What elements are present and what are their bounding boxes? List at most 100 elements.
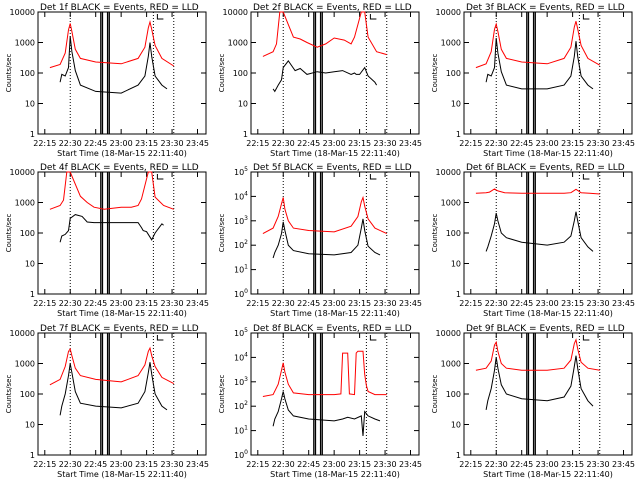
y-axis-label: Counts/sec <box>431 54 439 93</box>
series-line-black <box>272 391 381 437</box>
series-line-black <box>272 218 381 259</box>
chart-title: Det 8f BLACK = Events, RED = LLD <box>253 324 412 334</box>
y-tick-label: 1 <box>30 451 35 460</box>
chart-title: Det 6f BLACK = Events, RED = LLD <box>466 163 625 173</box>
x-tick-label: 23:15 <box>348 139 371 148</box>
series-line-red <box>475 21 601 69</box>
series-line-red <box>262 11 387 57</box>
x-tick-label: 23:30 <box>374 460 397 469</box>
x-tick-label: 23:15 <box>135 460 158 469</box>
y-tick-label: 1000 <box>15 39 35 48</box>
x-tick-label: 23:45 <box>612 460 635 469</box>
y-tick-label: 105 <box>234 166 248 177</box>
x-tick-label: 23:15 <box>348 299 371 308</box>
y-axis-label: Counts/sec <box>5 54 13 93</box>
plot-frame <box>250 11 420 135</box>
x-tick-label: 23:00 <box>110 139 133 148</box>
y-tick-label: 104 <box>234 351 248 362</box>
y-tick-label: 10 <box>25 100 35 109</box>
x-tick-label: 22:15 <box>459 139 482 148</box>
bracket-mark <box>369 14 377 20</box>
chart-panel-4: Det 4f BLACK = Events, RED = LLD 1 10 100 10… <box>5 163 209 318</box>
x-tick-label: 22:45 <box>84 299 107 308</box>
bracket-mark <box>582 14 590 20</box>
y-tick-label: 103 <box>234 215 248 226</box>
y-tick-label: 1000 <box>441 39 461 48</box>
series-line-black <box>485 37 594 90</box>
y-tick-label: 1 <box>30 290 35 299</box>
y-tick-label: 1 <box>456 130 461 139</box>
x-tick-label: 23:45 <box>612 139 635 148</box>
x-axis-label: Start Time (18-Mar-15 22:11:40) <box>483 470 613 479</box>
series-line-red <box>49 171 174 210</box>
y-tick-label: 10000 <box>10 168 35 177</box>
chart-panel-8: Det 8f BLACK = Events, RED = LLD 100 101 10… <box>218 324 422 479</box>
y-tick-label: 100 <box>446 69 461 78</box>
x-tick-label: 22:30 <box>272 299 295 308</box>
y-tick-label: 101 <box>234 264 248 275</box>
x-axis-label: Start Time (18-Mar-15 22:11:40) <box>57 149 187 158</box>
x-tick-label: 22:45 <box>84 139 107 148</box>
x-tick-label: 22:15 <box>246 139 269 148</box>
x-axis-label: Start Time (18-Mar-15 22:11:40) <box>483 149 613 158</box>
plot-frame <box>250 171 420 295</box>
y-tick-label: 1 <box>243 130 248 139</box>
x-tick-label: 23:15 <box>135 139 158 148</box>
y-tick-label: 102 <box>234 400 248 411</box>
chart-title: Det 2f BLACK = Events, RED = LLD <box>253 3 412 13</box>
x-tick-label: 22:30 <box>59 139 82 148</box>
plot-frame <box>463 171 633 295</box>
y-tick-label: 10000 <box>436 168 461 177</box>
x-tick-label: 23:00 <box>323 299 346 308</box>
y-tick-label: 100 <box>234 449 248 460</box>
x-tick-label: 23:15 <box>135 299 158 308</box>
y-axis-label: Counts/sec <box>5 375 13 414</box>
y-axis-label: Counts/sec <box>218 54 226 93</box>
y-tick-label: 1 <box>456 290 461 299</box>
bracket-mark <box>582 174 590 180</box>
x-axis-label: Start Time (18-Mar-15 22:11:40) <box>57 470 187 479</box>
x-tick-label: 22:45 <box>510 299 533 308</box>
chart-panel-6: Det 6f BLACK = Events, RED = LLD 1 10 100 10… <box>431 163 635 318</box>
y-tick-label: 100 <box>20 390 35 399</box>
plot-frame <box>37 171 207 295</box>
y-axis-label: Counts/sec <box>431 214 439 253</box>
x-tick-label: 22:45 <box>297 460 320 469</box>
series-line-red <box>475 338 600 371</box>
bracket-mark <box>156 174 164 180</box>
y-tick-label: 101 <box>234 425 248 436</box>
y-tick-label: 10 <box>451 421 461 430</box>
y-tick-label: 104 <box>234 190 248 201</box>
x-tick-label: 22:30 <box>59 299 82 308</box>
x-tick-label: 23:15 <box>561 460 584 469</box>
x-tick-label: 23:00 <box>536 299 559 308</box>
bracket-mark <box>582 335 590 341</box>
y-tick-label: 100 <box>20 229 35 238</box>
y-tick-label: 10 <box>25 260 35 269</box>
bracket-mark <box>156 14 164 20</box>
bracket-mark <box>156 335 164 341</box>
x-tick-label: 22:30 <box>485 460 508 469</box>
bracket-mark <box>369 335 377 341</box>
y-tick-label: 1000 <box>228 39 248 48</box>
x-tick-label: 23:45 <box>612 299 635 308</box>
series-line-red <box>49 20 175 69</box>
x-tick-label: 23:45 <box>399 299 422 308</box>
chart-panel-9: Det 9f BLACK = Events, RED = LLD 1 10 100 10… <box>431 324 635 479</box>
y-axis-label: Counts/sec <box>218 375 226 414</box>
chart-title: Det 1f BLACK = Events, RED = LLD <box>40 3 199 13</box>
series-line-red <box>475 188 600 195</box>
x-tick-label: 23:45 <box>186 139 209 148</box>
y-tick-label: 10 <box>451 260 461 269</box>
x-tick-label: 23:30 <box>587 460 610 469</box>
y-tick-label: 10 <box>238 100 248 109</box>
x-tick-label: 23:30 <box>161 139 184 148</box>
y-tick-label: 10000 <box>10 329 35 338</box>
y-tick-label: 10000 <box>223 8 248 17</box>
chart-panel-1: Det 1f BLACK = Events, RED = LLD 1 10 100 10… <box>5 3 209 158</box>
y-tick-label: 1 <box>456 451 461 460</box>
x-tick-label: 22:30 <box>272 460 295 469</box>
x-tick-label: 22:45 <box>297 139 320 148</box>
x-tick-label: 22:15 <box>246 460 269 469</box>
y-tick-label: 1000 <box>441 360 461 369</box>
